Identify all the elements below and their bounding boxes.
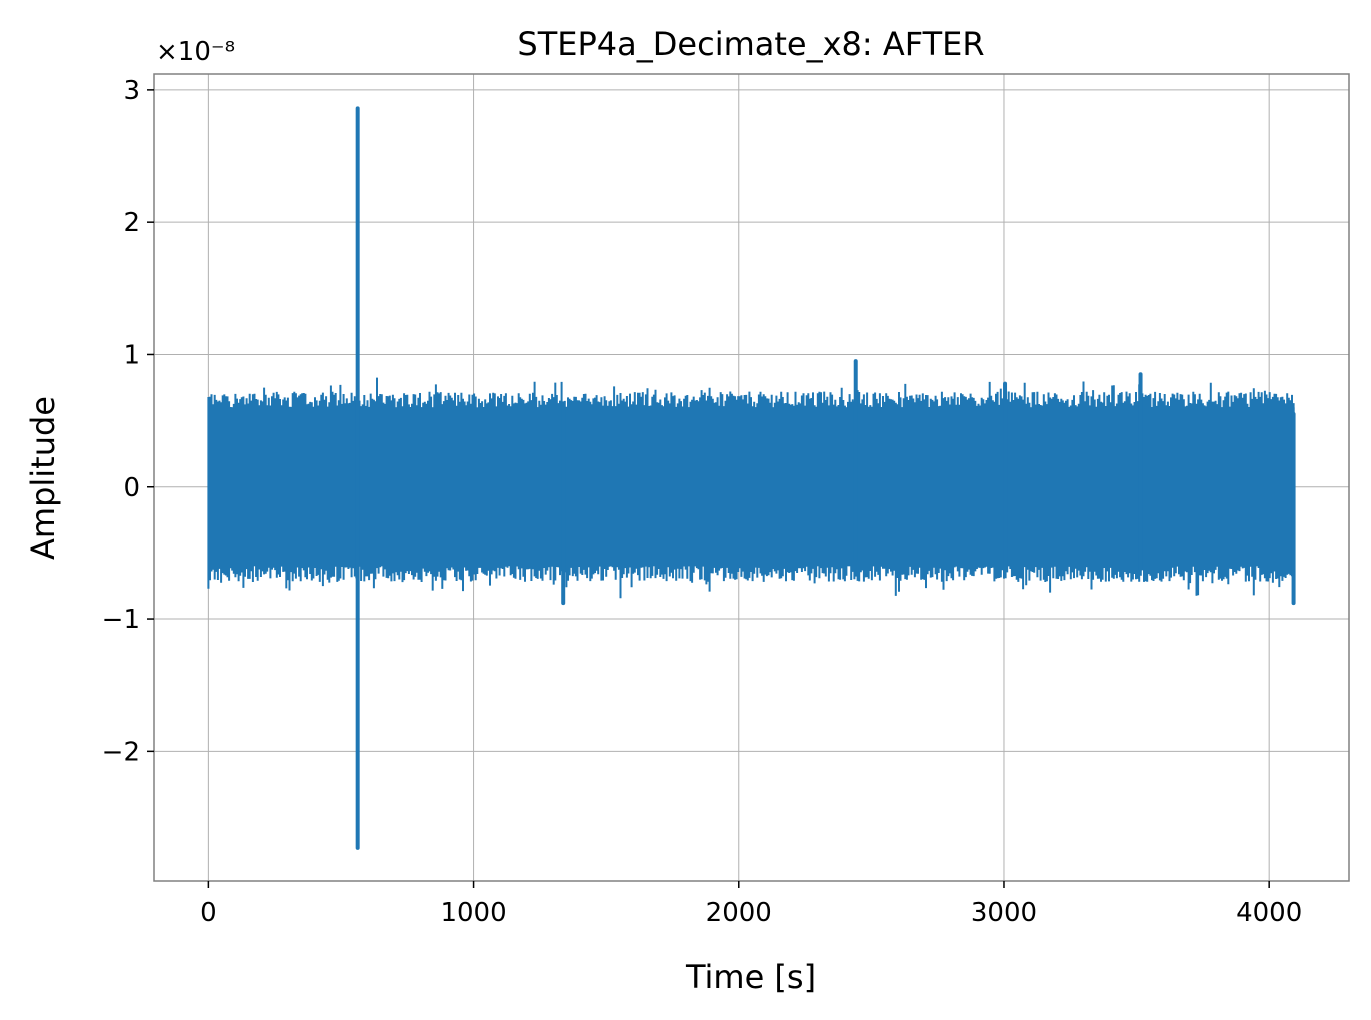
x-tick-label: 2000 [706, 898, 772, 928]
y-tick-label: −1 [102, 605, 140, 635]
series-noise-fringe [207, 377, 1295, 599]
y-tick-label: 1 [123, 340, 140, 370]
plot-frame [153, 73, 1350, 882]
y-tick-label: 2 [123, 208, 140, 238]
y-tick-label: −2 [102, 737, 140, 767]
chart-title: STEP4a_Decimate_x8: AFTER [517, 25, 984, 63]
series-layer [207, 106, 1296, 850]
x-axis-label: Time [s] [685, 958, 816, 996]
y-tick-label: 0 [123, 473, 140, 503]
x-tick-label: 3000 [971, 898, 1037, 928]
y-axis-label: Amplitude [24, 396, 62, 560]
x-tick-label: 0 [200, 898, 217, 928]
x-axis-ticks: 0 1000 2000 3000 4000 [200, 881, 1302, 928]
x-tick-label: 4000 [1236, 898, 1302, 928]
x-tick-label: 1000 [440, 898, 506, 928]
y-offset-label: ×10⁻⁸ [156, 37, 235, 67]
y-tick-label: 3 [123, 76, 140, 106]
y-axis-ticks: −2 −1 0 1 2 3 [102, 76, 154, 767]
